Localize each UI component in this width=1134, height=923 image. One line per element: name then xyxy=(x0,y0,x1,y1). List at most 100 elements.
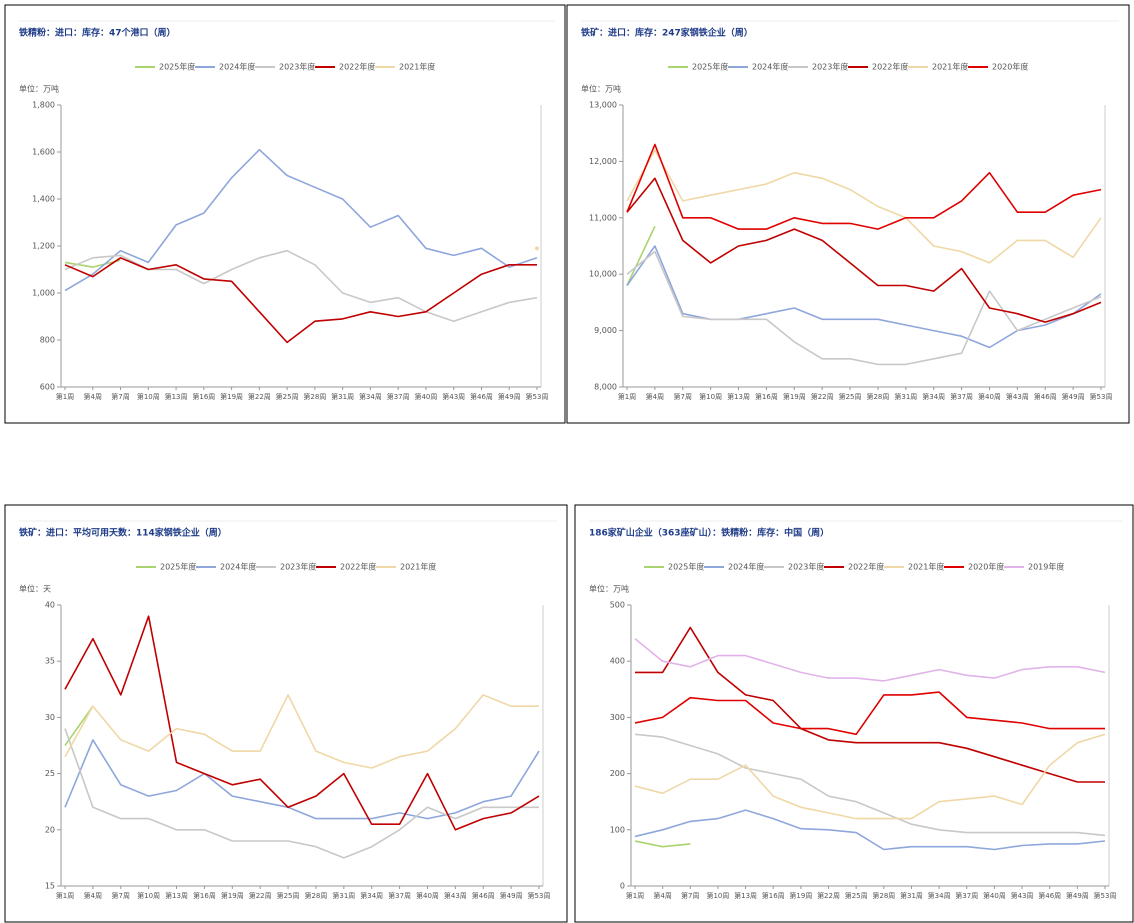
y-tick-label: 13,000 xyxy=(589,101,617,110)
legend-label: 2020年度 xyxy=(992,62,1028,72)
x-tick-label: 第19周 xyxy=(221,891,244,900)
legend-label: 2021年度 xyxy=(400,562,436,572)
series-line xyxy=(64,615,540,831)
chart-title: 铁精粉：进口：库存：47个港口（周） xyxy=(19,27,176,39)
x-tick-label: 第7周 xyxy=(681,891,699,900)
x-tick-label: 第43周 xyxy=(442,392,465,401)
x-tick-label: 第25周 xyxy=(839,392,862,401)
x-tick-label: 第10周 xyxy=(137,392,160,401)
series-line xyxy=(635,626,1105,783)
legend-label: 2023年度 xyxy=(788,562,824,572)
x-tick-label: 第31周 xyxy=(331,392,354,401)
x-tick-label: 第53周 xyxy=(528,891,551,900)
series-line xyxy=(64,739,540,820)
x-tick-label: 第22周 xyxy=(248,392,271,401)
x-tick-label: 第16周 xyxy=(193,891,216,900)
unit-label: 单位：万吨 xyxy=(19,84,59,94)
x-tick-label: 第43周 xyxy=(1006,392,1029,401)
legend-label: 2020年度 xyxy=(968,562,1004,572)
x-tick-label: 第46周 xyxy=(470,392,493,401)
legend-label: 2019年度 xyxy=(1028,562,1064,572)
series-line xyxy=(64,705,94,746)
x-tick-label: 第1周 xyxy=(626,891,644,900)
x-tick-label: 第40周 xyxy=(414,392,437,401)
x-tick-label: 第40周 xyxy=(983,891,1006,900)
x-tick-label: 第28周 xyxy=(866,392,889,401)
y-tick-label: 800 xyxy=(40,336,55,345)
series-line xyxy=(634,733,1106,820)
unit-label: 单位：万吨 xyxy=(589,584,629,594)
line-point xyxy=(535,246,539,251)
y-tick-label: 1,400 xyxy=(32,195,55,204)
x-tick-label: 第4周 xyxy=(84,392,102,401)
y-tick-label: 500 xyxy=(610,601,625,610)
y-tick-label: 11,000 xyxy=(589,213,617,222)
y-tick-label: 9,000 xyxy=(594,326,617,335)
y-tick-label: 35 xyxy=(45,657,55,666)
x-tick-label: 第13周 xyxy=(165,392,188,401)
x-tick-label: 第19周 xyxy=(783,392,806,401)
unit-label: 单位：天 xyxy=(19,584,51,594)
legend-label: 2023年度 xyxy=(279,62,315,72)
y-tick-label: 15 xyxy=(45,882,55,891)
chart-title: 186家矿山企业（363座矿山）：铁精粉：库存：中国（周） xyxy=(589,527,829,539)
legend-label: 2023年度 xyxy=(280,562,316,572)
x-tick-label: 第4周 xyxy=(84,891,102,900)
x-tick-label: 第7周 xyxy=(111,392,129,401)
x-tick-label: 第46周 xyxy=(472,891,495,900)
y-tick-label: 1,800 xyxy=(32,101,55,110)
legend-label: 2022年度 xyxy=(848,562,884,572)
x-tick-label: 第37周 xyxy=(950,392,973,401)
x-tick-label: 第43周 xyxy=(1011,891,1034,900)
legend-label: 2022年度 xyxy=(872,62,908,72)
x-tick-label: 第31周 xyxy=(900,891,923,900)
legend-label: 2023年度 xyxy=(812,62,848,72)
series-line xyxy=(634,809,1106,851)
y-tick-label: 20 xyxy=(45,825,55,834)
x-tick-label: 第46周 xyxy=(1038,891,1061,900)
x-tick-label: 第1周 xyxy=(56,891,74,900)
x-tick-label: 第49周 xyxy=(1062,392,1085,401)
x-tick-label: 第22周 xyxy=(249,891,272,900)
legend-label: 2025年度 xyxy=(160,562,196,572)
series-line xyxy=(626,245,1102,349)
panel-border xyxy=(566,4,1130,424)
y-tick-label: 30 xyxy=(45,713,55,722)
legend-label: 2021年度 xyxy=(399,62,435,72)
x-tick-label: 第53周 xyxy=(1094,891,1117,900)
series-line xyxy=(634,691,1105,736)
legend-label: 2021年度 xyxy=(932,62,968,72)
x-tick-label: 第37周 xyxy=(387,392,410,401)
x-tick-label: 第37周 xyxy=(955,891,978,900)
chart: 铁精粉：进口：库存：47个港口（周） 2025年度 2024年度 2023年度 2022… xyxy=(19,20,555,401)
x-tick-label: 第25周 xyxy=(276,392,299,401)
series-line xyxy=(64,249,538,322)
series-line xyxy=(64,694,539,769)
x-tick-label: 第10周 xyxy=(706,891,729,900)
y-tick-label: 12,000 xyxy=(589,157,617,166)
series-line xyxy=(626,225,656,286)
legend-label: 2025年度 xyxy=(159,62,195,72)
panel-border xyxy=(4,504,568,923)
x-tick-label: 第34周 xyxy=(360,891,383,900)
series-line xyxy=(634,733,1106,837)
x-tick-label: 第37周 xyxy=(388,891,411,900)
x-tick-label: 第31周 xyxy=(894,392,917,401)
x-tick-label: 第22周 xyxy=(811,392,834,401)
panel-border xyxy=(4,4,566,424)
x-tick-label: 第28周 xyxy=(303,392,326,401)
x-tick-label: 第53周 xyxy=(526,392,549,401)
legend-label: 2024年度 xyxy=(220,562,256,572)
x-tick-label: 第46周 xyxy=(1034,392,1057,401)
x-tick-label: 第49周 xyxy=(498,392,521,401)
y-tick-label: 8,000 xyxy=(594,383,617,392)
y-tick-label: 600 xyxy=(40,383,55,392)
panel-border xyxy=(574,504,1134,923)
x-tick-label: 第13周 xyxy=(734,891,757,900)
y-tick-label: 1,000 xyxy=(32,289,55,298)
x-tick-label: 第19周 xyxy=(789,891,812,900)
y-tick-label: 100 xyxy=(610,825,625,834)
legend-label: 2021年度 xyxy=(908,562,944,572)
chart: 铁矿：进口：库存：247家钢铁企业（周） 2025年度 2024年度 2023年度 20… xyxy=(581,20,1119,401)
